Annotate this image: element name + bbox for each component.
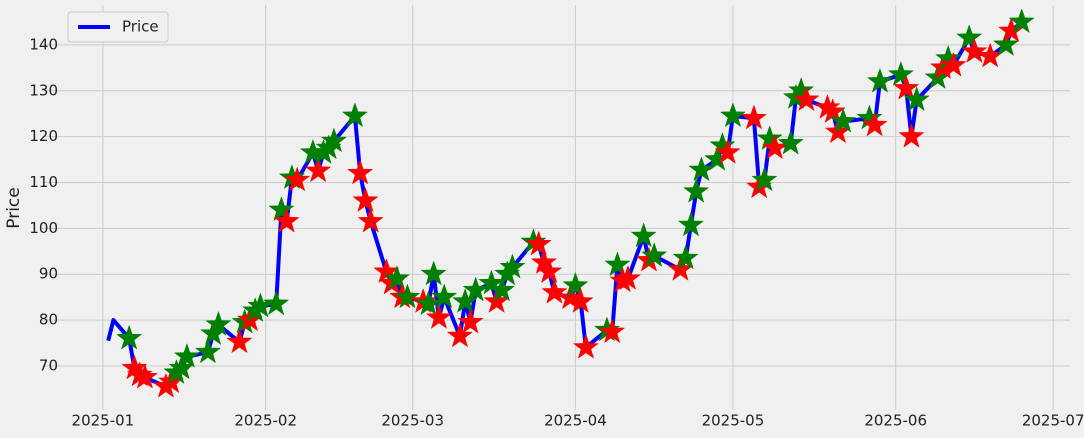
y-tick-label: 110 bbox=[29, 173, 58, 191]
star-marker bbox=[425, 304, 453, 329]
star-marker bbox=[672, 244, 699, 270]
star-marker bbox=[572, 333, 600, 359]
star-marker bbox=[205, 310, 232, 336]
y-tick-label: 80 bbox=[39, 311, 58, 329]
y-tick-label: 120 bbox=[29, 127, 58, 145]
star-marker bbox=[499, 253, 526, 279]
star-marker bbox=[793, 86, 820, 112]
legend: Price bbox=[67, 11, 169, 43]
y-axis-label: Price bbox=[4, 187, 24, 228]
star-marker bbox=[263, 290, 290, 316]
star-marker bbox=[887, 60, 915, 86]
star-marker bbox=[677, 211, 705, 237]
star-marker bbox=[898, 122, 925, 148]
star-marker bbox=[478, 269, 505, 295]
star-marker bbox=[536, 258, 563, 284]
star-marker bbox=[830, 107, 857, 133]
star-marker bbox=[383, 265, 411, 290]
star-marker bbox=[861, 111, 888, 137]
star-marker bbox=[273, 207, 300, 233]
star-marker bbox=[320, 127, 348, 153]
y-tick-label: 100 bbox=[29, 219, 58, 237]
star-marker bbox=[866, 67, 894, 93]
star-marker bbox=[347, 159, 374, 185]
star-marker bbox=[457, 308, 484, 334]
x-tick-label: 2025-03 bbox=[381, 412, 444, 430]
star-marker bbox=[683, 177, 710, 203]
star-marker bbox=[226, 328, 253, 354]
star-marker bbox=[777, 129, 804, 155]
star-marker bbox=[1008, 8, 1035, 34]
star-marker bbox=[893, 74, 920, 100]
star-marker bbox=[740, 104, 768, 130]
star-marker bbox=[630, 222, 657, 248]
star-marker bbox=[431, 283, 458, 309]
plot bbox=[106, 8, 1035, 398]
star-marker bbox=[462, 276, 489, 302]
star-marker bbox=[488, 276, 516, 302]
star-marker bbox=[305, 157, 332, 183]
star-marker bbox=[751, 166, 778, 192]
star-marker bbox=[373, 258, 400, 284]
star-marker bbox=[352, 187, 379, 213]
star-marker bbox=[604, 251, 631, 277]
star-marker bbox=[903, 86, 930, 112]
star-marker bbox=[614, 265, 642, 290]
star-marker bbox=[641, 242, 668, 268]
star-marker bbox=[284, 166, 311, 192]
star-marker bbox=[961, 38, 988, 63]
x-tick-label: 2025-05 bbox=[702, 412, 765, 430]
star-marker bbox=[562, 271, 589, 297]
star-marker bbox=[446, 322, 474, 348]
y-tick-label: 140 bbox=[29, 35, 58, 53]
star-marker bbox=[541, 278, 568, 304]
x-tick-label: 2025-07 bbox=[1022, 412, 1084, 430]
grid bbox=[42, 5, 1070, 410]
star-marker bbox=[719, 102, 747, 128]
star-marker bbox=[415, 290, 442, 316]
star-marker bbox=[599, 318, 626, 344]
star-marker bbox=[819, 98, 846, 124]
star-marker bbox=[173, 343, 201, 368]
x-tick-label: 2025-06 bbox=[864, 412, 927, 430]
star-marker bbox=[956, 24, 983, 50]
y-tick-label: 70 bbox=[39, 356, 58, 374]
star-marker bbox=[992, 31, 1020, 57]
star-marker bbox=[567, 288, 594, 313]
x-tick-label: 2025-04 bbox=[544, 412, 607, 430]
y-tick-label: 130 bbox=[29, 81, 58, 99]
star-marker bbox=[420, 260, 447, 286]
star-marker bbox=[194, 338, 222, 364]
star-marker bbox=[116, 324, 143, 350]
legend-box bbox=[67, 11, 169, 43]
star-marker bbox=[341, 102, 369, 128]
star-marker bbox=[131, 363, 159, 389]
y-tick-label: 90 bbox=[39, 265, 58, 283]
star-marker bbox=[357, 207, 384, 233]
star-marker bbox=[394, 283, 421, 309]
legend-label: Price bbox=[122, 18, 159, 36]
star-marker bbox=[452, 288, 479, 313]
star-marker bbox=[940, 51, 967, 77]
star-marker bbox=[525, 230, 552, 256]
x-tick-label: 2025-02 bbox=[234, 412, 297, 430]
star-marker bbox=[714, 138, 741, 164]
star-marker bbox=[268, 196, 295, 222]
x-tick-label: 2025-01 bbox=[72, 412, 135, 430]
